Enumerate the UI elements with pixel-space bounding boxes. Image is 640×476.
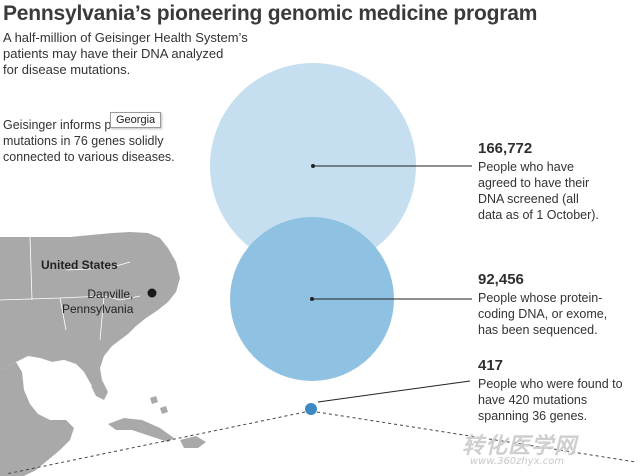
- page-title: Pennsylvania’s pioneering genomic medici…: [3, 2, 538, 25]
- map-label-country: United States: [41, 258, 118, 272]
- city-line: Pennsylvania: [62, 302, 134, 316]
- intro-line: A half-million of Geisinger Health Syste…: [3, 30, 248, 45]
- stat-line: coding DNA, or exome,: [478, 307, 608, 321]
- stat-line: People who have: [478, 160, 574, 174]
- stat-sequenced: 92,456 People whose protein- coding DNA,…: [478, 271, 638, 338]
- us-land: [0, 232, 180, 400]
- description-line: connected to various diseases.: [3, 150, 175, 164]
- mexico-land: [0, 362, 74, 476]
- description-text: Geisinger informs p mutations in 76 gene…: [3, 117, 203, 165]
- stat-line: has been sequenced.: [478, 323, 598, 337]
- leader-dot-screened: [311, 164, 315, 168]
- stat-value: 92,456: [478, 271, 524, 288]
- stat-line: agreed to have their: [478, 176, 590, 190]
- cuba-land: [108, 418, 174, 442]
- stat-value: 417: [478, 357, 504, 374]
- leader-dot-sequenced: [310, 297, 314, 301]
- bahamas-land: [150, 396, 168, 414]
- circle-mutations: [305, 403, 317, 415]
- stat-line: People whose protein-: [478, 291, 603, 305]
- stat-line: have 420 mutations: [478, 393, 588, 407]
- description-line: Geisinger informs p: [3, 118, 112, 132]
- city-line: Danville,: [87, 287, 134, 301]
- leader-line-mutations: [317, 380, 471, 403]
- stat-line: People who were found to: [478, 377, 623, 391]
- map-label-city: Danville, Pennsylvania: [62, 287, 133, 317]
- stat-value: 166,772: [478, 140, 533, 157]
- watermark-logo: 转化医学网: [462, 434, 578, 459]
- map-tooltip: Georgia: [110, 112, 162, 128]
- us-map: [0, 232, 206, 476]
- stat-line: data as of 1 October).: [478, 208, 599, 222]
- stat-screened: 166,772 People who have agreed to have t…: [478, 140, 638, 223]
- danville-marker: [147, 288, 157, 298]
- gulf-cutout: [40, 358, 92, 392]
- stat-line: DNA screened (all: [478, 192, 579, 206]
- stat-mutations: 417 People who were found to have 420 mu…: [478, 357, 638, 424]
- description-line: mutations in 76 genes solidly: [3, 134, 164, 148]
- intro-line: for disease mutations.: [3, 62, 131, 77]
- dashed-line-left: [5, 411, 306, 475]
- intro-line: patients may have their DNA analyzed: [3, 46, 224, 61]
- watermark-url: www.360zhyx.com: [470, 456, 565, 467]
- stat-line: spanning 36 genes.: [478, 409, 588, 423]
- us-borders: [0, 236, 141, 341]
- intro-text: A half-million of Geisinger Health Syste…: [3, 30, 273, 78]
- hispaniola-land: [180, 436, 206, 448]
